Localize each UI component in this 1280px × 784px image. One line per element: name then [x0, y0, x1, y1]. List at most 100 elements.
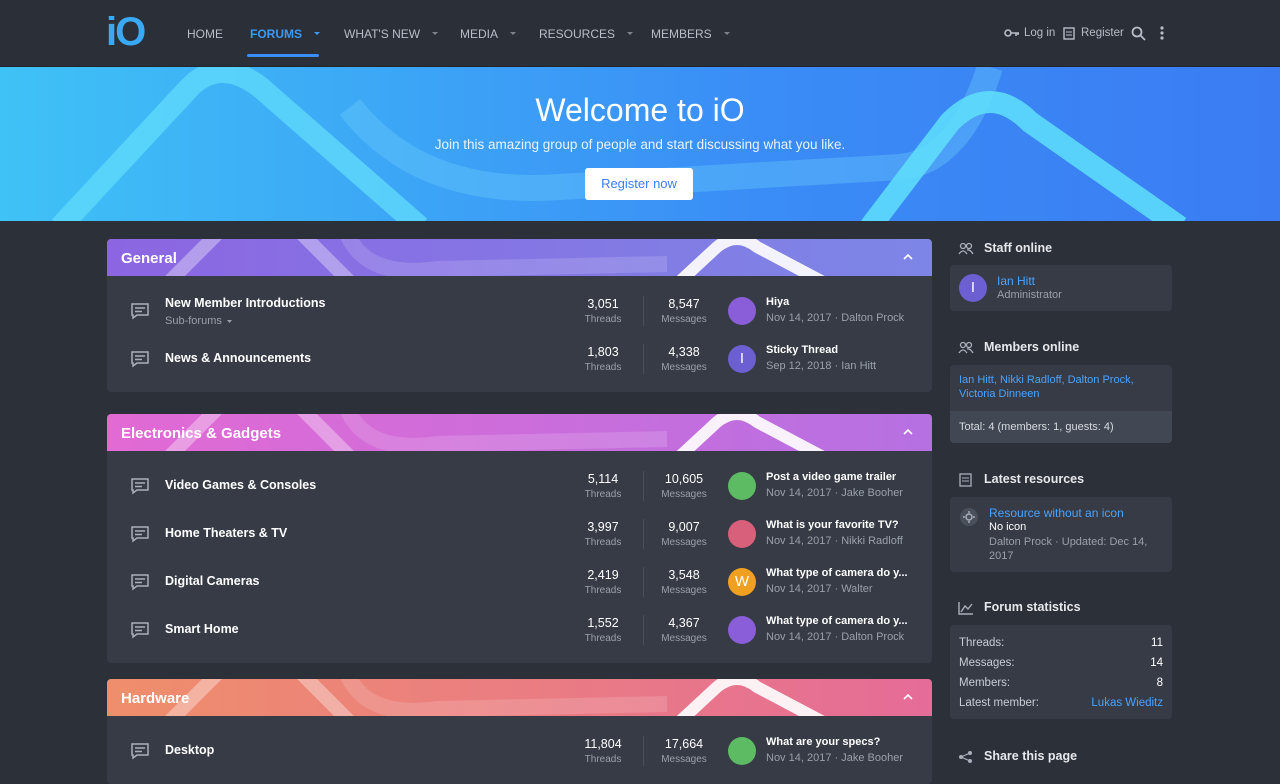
stat-label: Latest member:	[959, 697, 1039, 709]
last-post-title[interactable]: What is your favorite TV?	[766, 519, 899, 531]
last-post-title[interactable]: What are your specs?	[766, 736, 881, 748]
logo[interactable]: iO	[106, 10, 146, 54]
sidebar-heading: Share this page	[984, 749, 1078, 763]
stat-value[interactable]: Lukas Wieditz	[1091, 697, 1163, 709]
avatar[interactable]	[728, 616, 756, 644]
last-post-meta: Sep 12, 2018 · Ian Hitt	[766, 360, 877, 372]
resource-title[interactable]: Resource without an icon	[989, 506, 1124, 520]
stat-separator	[643, 615, 644, 645]
caret	[627, 32, 633, 35]
last-post-meta: Nov 14, 2017 · Walter	[766, 583, 873, 595]
forum-icon-wrap	[130, 742, 150, 765]
register-link[interactable]: Register	[1081, 27, 1124, 39]
staff-name[interactable]: Ian Hitt	[997, 274, 1036, 288]
category-title[interactable]: General	[121, 250, 177, 267]
collapse-icon[interactable]	[903, 428, 913, 435]
nav-item[interactable]: WHAT'S NEW	[344, 27, 421, 41]
category-title[interactable]: Hardware	[121, 690, 190, 707]
nav-item[interactable]: HOME	[187, 27, 223, 41]
nav-item[interactable]: RESOURCES	[539, 27, 616, 41]
threads-count: 1,552	[587, 616, 619, 630]
hero-subtitle: Join this amazing group of people and st…	[434, 137, 846, 152]
forum-icon	[131, 622, 149, 639]
messages-count: 3,548	[668, 568, 700, 582]
active-underline	[247, 54, 319, 57]
stat-separator	[643, 519, 644, 549]
stat-separator	[643, 567, 644, 597]
threads-count: 5,114	[587, 472, 619, 486]
category-title[interactable]: Electronics & Gadgets	[121, 425, 282, 442]
messages-label: Messages	[661, 585, 707, 596]
header-decoration	[165, 239, 825, 276]
online-members[interactable]: Ian Hitt, Nikki Radloff, Dalton Prock, V…	[959, 374, 1134, 400]
forum-icon	[131, 478, 149, 495]
forum-name[interactable]: Desktop	[165, 743, 215, 757]
caret	[724, 32, 730, 35]
avatar[interactable]	[728, 520, 756, 548]
messages-count: 4,367	[668, 616, 700, 630]
messages-count: 4,338	[668, 345, 700, 359]
last-post-title[interactable]: What type of camera do y...	[766, 567, 908, 579]
threads-label: Threads	[584, 489, 622, 500]
caret	[510, 32, 516, 35]
forum-icon	[131, 351, 149, 368]
last-post-meta: Nov 14, 2017 · Jake Booher	[766, 752, 903, 764]
section-icon	[958, 602, 973, 615]
messages-label: Messages	[661, 633, 707, 644]
forum-name[interactable]: New Member Introductions	[165, 296, 326, 310]
last-post-title[interactable]: Post a video game trailer	[766, 471, 897, 483]
last-post-title[interactable]: Hiya	[766, 296, 790, 308]
staff-box: I Ian Hitt Administrator	[950, 265, 1172, 311]
collapse-icon[interactable]	[903, 253, 913, 260]
forum-name[interactable]: Video Games & Consoles	[165, 478, 317, 492]
nav-item[interactable]: MEMBERS	[651, 27, 712, 41]
resources-box: Resource without an icon No icon Dalton Pr…	[950, 497, 1172, 572]
nav-item[interactable]: MEDIA	[460, 27, 499, 41]
forum-icon	[131, 574, 149, 591]
resource-desc: No icon	[989, 521, 1027, 533]
more-icon[interactable]	[1160, 26, 1164, 42]
forum-icon-wrap	[130, 525, 150, 548]
search-icon[interactable]	[1131, 26, 1147, 42]
threads-count: 3,051	[587, 297, 619, 311]
messages-label: Messages	[661, 537, 707, 548]
forum-name[interactable]: Home Theaters & TV	[165, 526, 288, 540]
resource-meta: Dalton Prock · Updated: Dec 14, 2017	[989, 536, 1148, 562]
avatar[interactable]	[728, 472, 756, 500]
members-total: Total: 4 (members: 1, guests: 4)	[959, 421, 1114, 433]
login-link[interactable]: Log in	[1024, 27, 1056, 39]
avatar[interactable]: I	[959, 274, 987, 302]
avatar[interactable]: I	[728, 345, 756, 373]
nav-item[interactable]: FORUMS	[250, 27, 302, 41]
key-icon	[1004, 29, 1019, 37]
stat-value: 14	[1150, 657, 1163, 669]
sidebar-heading: Forum statistics	[984, 600, 1081, 614]
resource-icon	[960, 508, 978, 526]
avatar[interactable]	[728, 737, 756, 765]
forum-name[interactable]: Smart Home	[165, 622, 239, 636]
section-icon	[959, 751, 972, 763]
sidebar-heading: Members online	[984, 340, 1080, 354]
category-header: Hardware	[107, 679, 932, 716]
messages-count: 17,664	[664, 737, 704, 751]
caret	[227, 320, 232, 323]
last-post-title[interactable]: What type of camera do y...	[766, 615, 908, 627]
threads-label: Threads	[584, 754, 622, 765]
forum-name[interactable]: News & Announcements	[165, 351, 312, 365]
subforums-toggle[interactable]: Sub-forums	[165, 315, 222, 327]
last-post-meta: Nov 14, 2017 · Nikki Radloff	[766, 535, 903, 547]
threads-label: Threads	[584, 314, 622, 325]
forum-name[interactable]: Digital Cameras	[165, 574, 260, 588]
forum-icon-wrap	[130, 573, 150, 596]
last-post-title[interactable]: Sticky Thread	[766, 344, 839, 356]
messages-count: 10,605	[664, 472, 704, 486]
threads-count: 1,803	[587, 345, 619, 359]
register-button[interactable]: Register now	[585, 168, 693, 200]
section-icon	[959, 473, 972, 487]
collapse-icon[interactable]	[903, 693, 913, 700]
stat-separator	[643, 296, 644, 326]
messages-label: Messages	[661, 754, 707, 765]
section-icon	[958, 242, 974, 255]
avatar[interactable]: W	[728, 568, 756, 596]
avatar[interactable]	[728, 297, 756, 325]
